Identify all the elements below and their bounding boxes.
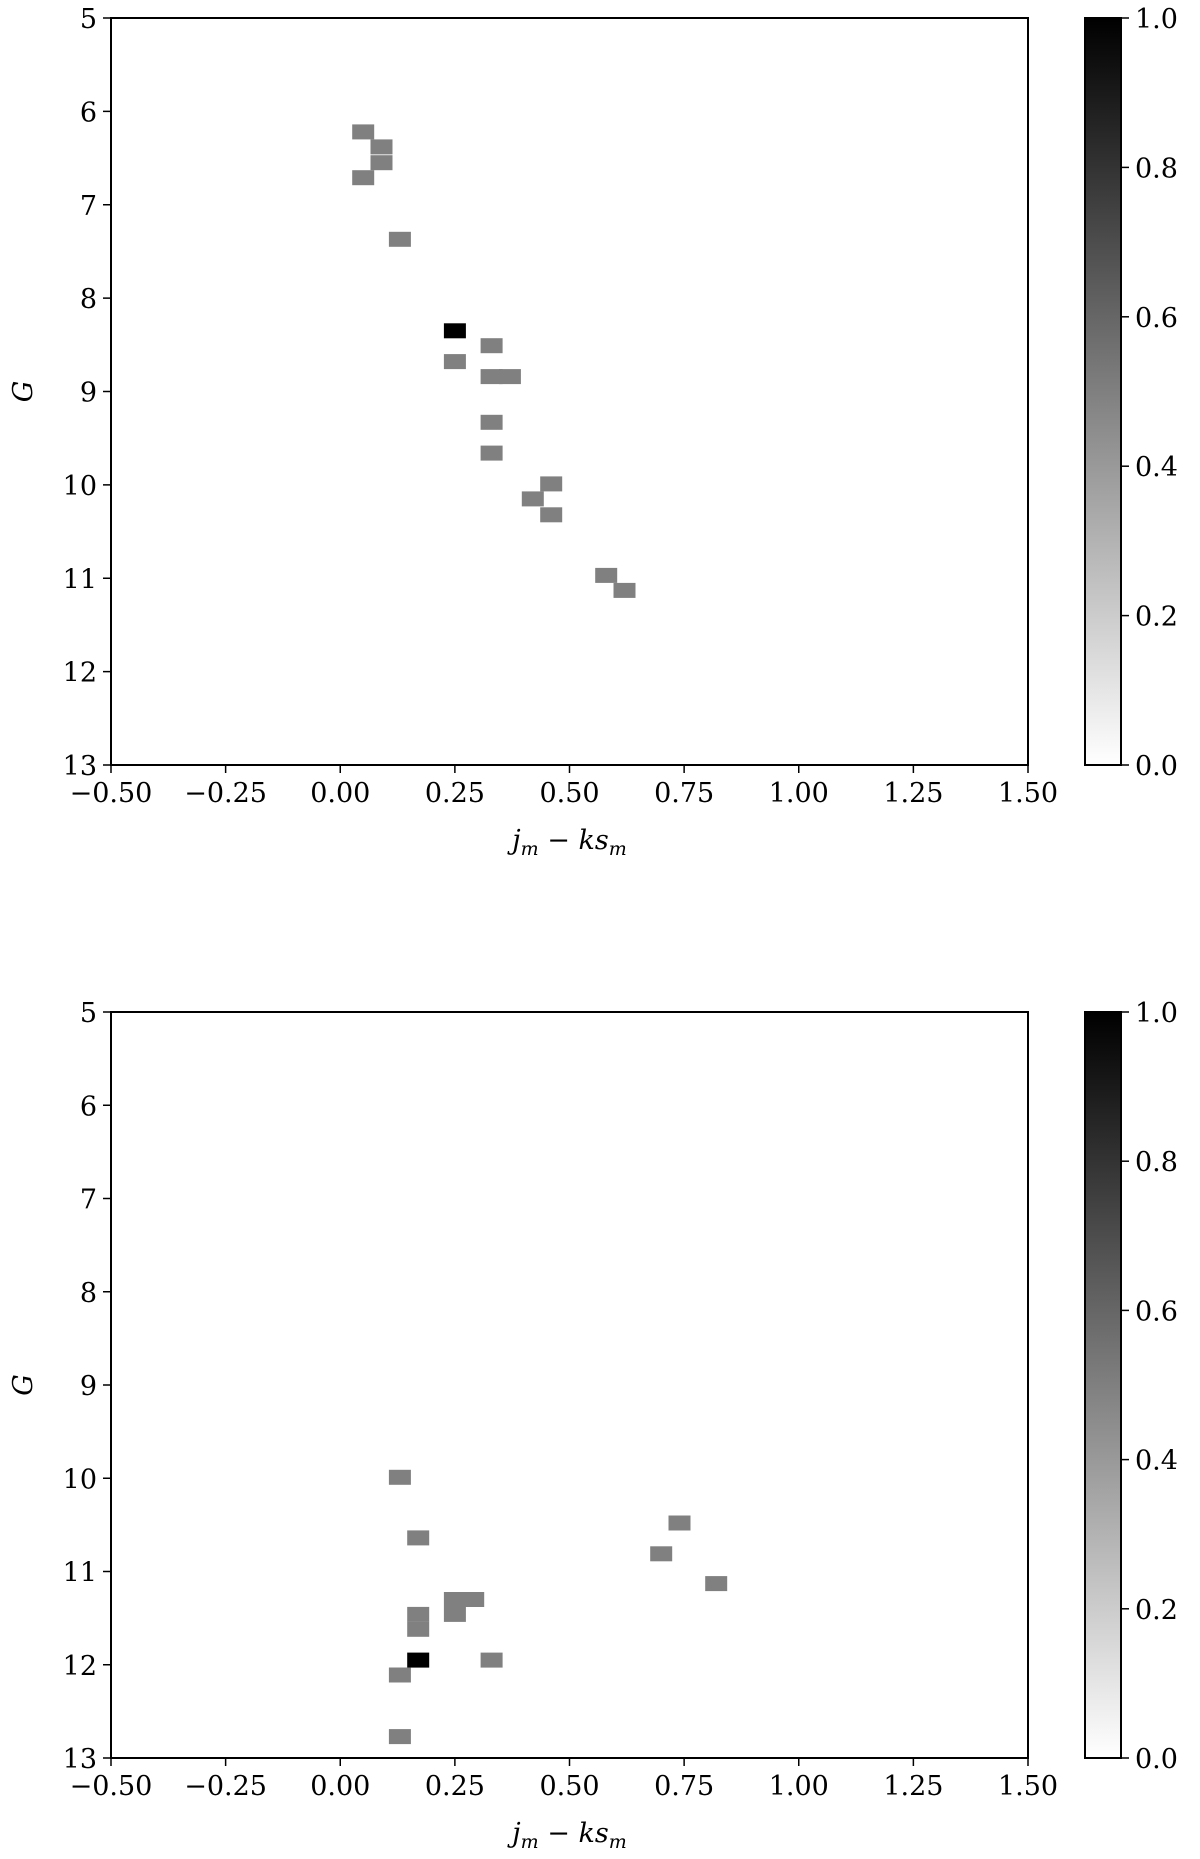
- colorbar-tick-label: 0.6: [1135, 303, 1178, 334]
- colorbar-tick-label: 0.8: [1135, 153, 1178, 184]
- y-axis-label: G: [8, 381, 39, 403]
- y-axis-label: G: [8, 1374, 39, 1396]
- y-tick-label: 8: [80, 1278, 97, 1309]
- x-tick-label: 0.25: [425, 1771, 485, 1802]
- colorbar-tick-label: 0.4: [1135, 1446, 1178, 1477]
- x-tick-label: 0.00: [310, 1771, 370, 1802]
- heatmap-panel-1: −0.50 −0.25 0.00 0.25 0.50 0.75 1.00 1.25 1.50 5 6…: [8, 4, 1178, 860]
- heatmap-cell: [370, 155, 393, 171]
- colorbar-gradient: [1085, 18, 1121, 765]
- heatmap-cell: [650, 1546, 673, 1562]
- heatmap-cell: [388, 231, 411, 247]
- heatmap-cell: [540, 507, 563, 523]
- colorbar-tick-label: 0.8: [1135, 1147, 1178, 1178]
- y-tick-label: 11: [63, 564, 97, 595]
- y-tick-label: 5: [80, 998, 97, 1029]
- y-tick-label: 13: [63, 751, 97, 782]
- heatmap-cell: [407, 1530, 430, 1546]
- x-tick-label: 1.00: [769, 778, 829, 809]
- heatmap-cell: [443, 354, 466, 370]
- heatmap-cell: [668, 1515, 691, 1531]
- heatmap-cell: [388, 1469, 411, 1485]
- heatmap-cell: [388, 1667, 411, 1683]
- heatmap-cell: [443, 1606, 466, 1622]
- heatmap-cell: [352, 124, 375, 140]
- heatmap-cell: [613, 582, 636, 598]
- heatmap-cell: [388, 1729, 411, 1745]
- colorbar-tick-label: 0.0: [1135, 751, 1178, 782]
- heatmap-cell: [595, 567, 618, 583]
- y-tick-label: 7: [80, 1185, 97, 1216]
- colorbar-tick-label: 0.2: [1135, 602, 1178, 633]
- x-tick-label: 1.25: [883, 778, 943, 809]
- colorbar-frame: [1084, 17, 1122, 766]
- x-tick-label: 1.00: [769, 1771, 829, 1802]
- heatmap-cell: [407, 1621, 430, 1637]
- colorbar: 0.0 0.2 0.4 0.6 0.8 1.0: [1084, 998, 1178, 1775]
- colorbar: 0.0 0.2 0.4 0.6 0.8 1.0: [1084, 4, 1178, 782]
- x-tick-label: 0.50: [539, 1771, 599, 1802]
- x-tick-label: −0.50: [70, 1771, 153, 1802]
- y-tick-label: 5: [80, 4, 97, 35]
- heatmap-cell: [407, 1652, 430, 1668]
- y-tick-label: 13: [63, 1744, 97, 1775]
- heatmap-cell: [480, 369, 503, 385]
- x-tick-label: 0.75: [654, 778, 714, 809]
- heatmap-cell: [443, 323, 466, 339]
- y-tick-label: 12: [63, 658, 97, 689]
- x-tick-label: 0.50: [539, 778, 599, 809]
- y-tick-label: 10: [63, 1464, 97, 1495]
- heatmap-cell: [370, 139, 393, 155]
- heatmap-cell: [462, 1592, 485, 1607]
- colorbar-tick-label: 1.0: [1135, 998, 1178, 1029]
- heatmap-cell: [480, 1652, 503, 1668]
- x-axis-label: jm − ksmj_m − ks_m: [507, 825, 626, 860]
- heatmap-panel-2: −0.50 −0.25 0.00 0.25 0.50 0.75 1.00 1.25 1.50 5 6…: [8, 998, 1178, 1853]
- y-tick-label: 12: [63, 1651, 97, 1682]
- x-tick-label: 0.00: [310, 778, 370, 809]
- colorbar-tick-label: 1.0: [1135, 4, 1178, 35]
- x-axis-label: jm − ksmj_m − ks_m: [507, 1818, 626, 1853]
- plot-area: [111, 1012, 1028, 1758]
- colorbar-tick-label: 0.4: [1135, 452, 1178, 483]
- heatmap-cell: [480, 338, 503, 354]
- heatmap-cell: [540, 476, 563, 492]
- heatmap-cell: [407, 1606, 430, 1622]
- colorbar-tick-label: 0.0: [1135, 1744, 1178, 1775]
- x-tick-label: 1.50: [998, 778, 1058, 809]
- y-tick-label: 9: [80, 378, 97, 409]
- colorbar-gradient: [1085, 1012, 1121, 1758]
- heatmap-cell: [443, 1592, 466, 1607]
- y-tick-label: 6: [80, 97, 97, 128]
- y-tick-label: 8: [80, 284, 97, 315]
- y-tick-label: 10: [63, 471, 97, 502]
- y-tick-label: 11: [63, 1558, 97, 1589]
- heatmap-cell: [498, 369, 521, 385]
- x-tick-label: −0.25: [184, 778, 267, 809]
- x-tick-label: −0.50: [70, 778, 153, 809]
- heatmap-cell: [352, 170, 375, 186]
- x-tick-label: 0.25: [425, 778, 485, 809]
- colorbar-tick-label: 0.2: [1135, 1595, 1178, 1626]
- x-tick-label: 1.25: [883, 1771, 943, 1802]
- x-tick-label: −0.25: [184, 1771, 267, 1802]
- colorbar-tick-label: 0.6: [1135, 1296, 1178, 1327]
- heatmap-cell: [480, 445, 503, 461]
- y-tick-label: 7: [80, 191, 97, 222]
- y-tick-label: 9: [80, 1371, 97, 1402]
- x-tick-label: 1.50: [998, 1771, 1058, 1802]
- plot-area: [111, 18, 1028, 765]
- x-tick-label: 0.75: [654, 1771, 714, 1802]
- colorbar-frame: [1084, 1011, 1122, 1759]
- heatmap-cell: [705, 1576, 728, 1592]
- heatmap-cell: [521, 491, 544, 507]
- y-tick-label: 6: [80, 1091, 97, 1122]
- heatmap-cell: [480, 414, 503, 430]
